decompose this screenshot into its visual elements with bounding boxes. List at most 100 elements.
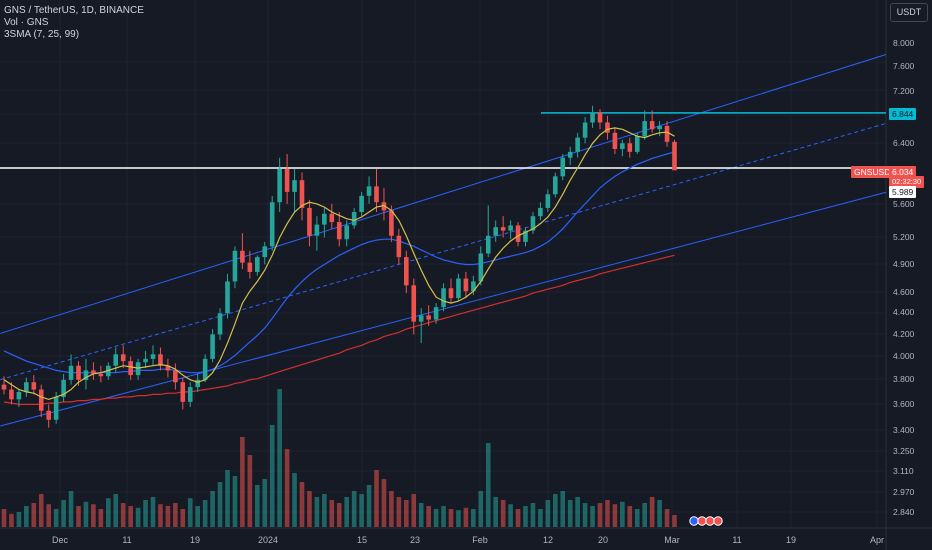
candle-body [351,212,357,226]
candle-body [232,250,238,282]
volume-bar [106,498,111,527]
candle-body [627,143,633,152]
channel-mid-line [0,122,887,381]
volume-bar [649,497,655,527]
candle-body [98,373,104,377]
candle-body [463,278,469,292]
volume-bar [508,504,513,527]
volume-bar [158,504,163,527]
volume-bar [418,503,424,527]
volume-bar [657,500,662,527]
candle-body [322,213,327,225]
volume-bar [582,503,588,527]
volume-bar [120,503,126,527]
candle-body [83,370,89,380]
candle-body [240,250,245,263]
volume-bar [664,509,670,527]
candle-body [173,370,178,383]
volume-bar [240,437,245,527]
event-marker-icon [713,516,723,526]
price-tick: 2.840 [893,507,915,517]
candle-body [575,137,580,152]
candle-body [150,354,156,359]
sma7-line [3,127,675,401]
volume-bar [128,506,133,527]
currency-unit-button[interactable]: USDT [890,3,928,22]
candle-body [567,151,573,158]
volume-bar [98,509,104,527]
volume-bar [314,497,320,527]
volume-indicator-label[interactable]: Vol · GNS [4,17,49,28]
volume-bar [493,497,498,527]
volume-bar [225,470,230,527]
volume-bar [344,497,349,527]
volume-bar [545,500,551,527]
volume-bar [500,500,506,527]
volume-bar [538,509,543,527]
candle-body [649,121,655,130]
symbol-title[interactable]: GNS / TetherUS, 1D, BINANCE [4,5,144,16]
candle-body [396,235,402,258]
volume-bar [567,500,573,527]
volume-bar [31,503,37,527]
volume-bar [478,491,484,527]
volume-bar [351,491,357,527]
volume-bar [307,491,312,527]
candle-body [76,365,81,380]
candle-body [657,125,662,130]
candle-body [329,213,335,223]
volume-bar [165,506,171,527]
volume-bar [374,470,379,527]
candle-body [560,157,566,177]
price-tick: 5.600 [893,199,915,209]
symbol-label-tag: GNSUSDT [851,166,899,178]
time-tick: 19 [189,535,201,545]
candle-body [530,216,536,231]
price-tick: 3.250 [893,446,915,456]
volume-bar [627,506,633,527]
volume-bar [322,494,327,527]
last-price-tag: 6.034 [889,166,917,178]
candle-body [344,225,349,240]
volume-bar [389,491,394,527]
candle-body [31,382,37,390]
candle-body [553,176,558,195]
volume-bar [143,500,148,527]
candle-body [9,389,14,400]
candle-body [381,202,387,211]
volume-bar [426,506,431,527]
price-tick: 6.400 [893,138,915,148]
candle-body [269,202,275,247]
price-tick: 5.200 [893,232,915,242]
volume-bar [463,507,469,527]
candle-body [277,168,282,203]
volume-bar [68,491,74,527]
candle-body [91,370,96,374]
candle-body [180,382,186,402]
price-tick: 4.600 [893,287,915,297]
candle-body [38,389,44,411]
candle-body [225,281,230,314]
volume-bar [76,506,81,527]
candle-body [113,354,119,366]
event-marker-icon [705,516,715,526]
time-tick: Apr [869,535,885,545]
candle-body [523,230,528,242]
volume-bar [620,501,625,527]
candle-body [120,354,126,362]
volume-bar [284,449,290,527]
candle-body [672,141,677,171]
price-tick: 7.600 [893,61,915,71]
sma-indicator-label[interactable]: 3SMA (7, 25, 99) [4,29,80,40]
candle-body [359,195,364,213]
candle-body [664,125,670,142]
candle-body [582,122,588,138]
volume-bar [642,503,647,527]
candle-body [485,235,491,254]
volume-bar [523,506,528,527]
candle-body [1,384,7,390]
volume-bar [448,509,454,527]
price-tick: 2.970 [893,487,915,497]
candle-body [128,361,133,376]
